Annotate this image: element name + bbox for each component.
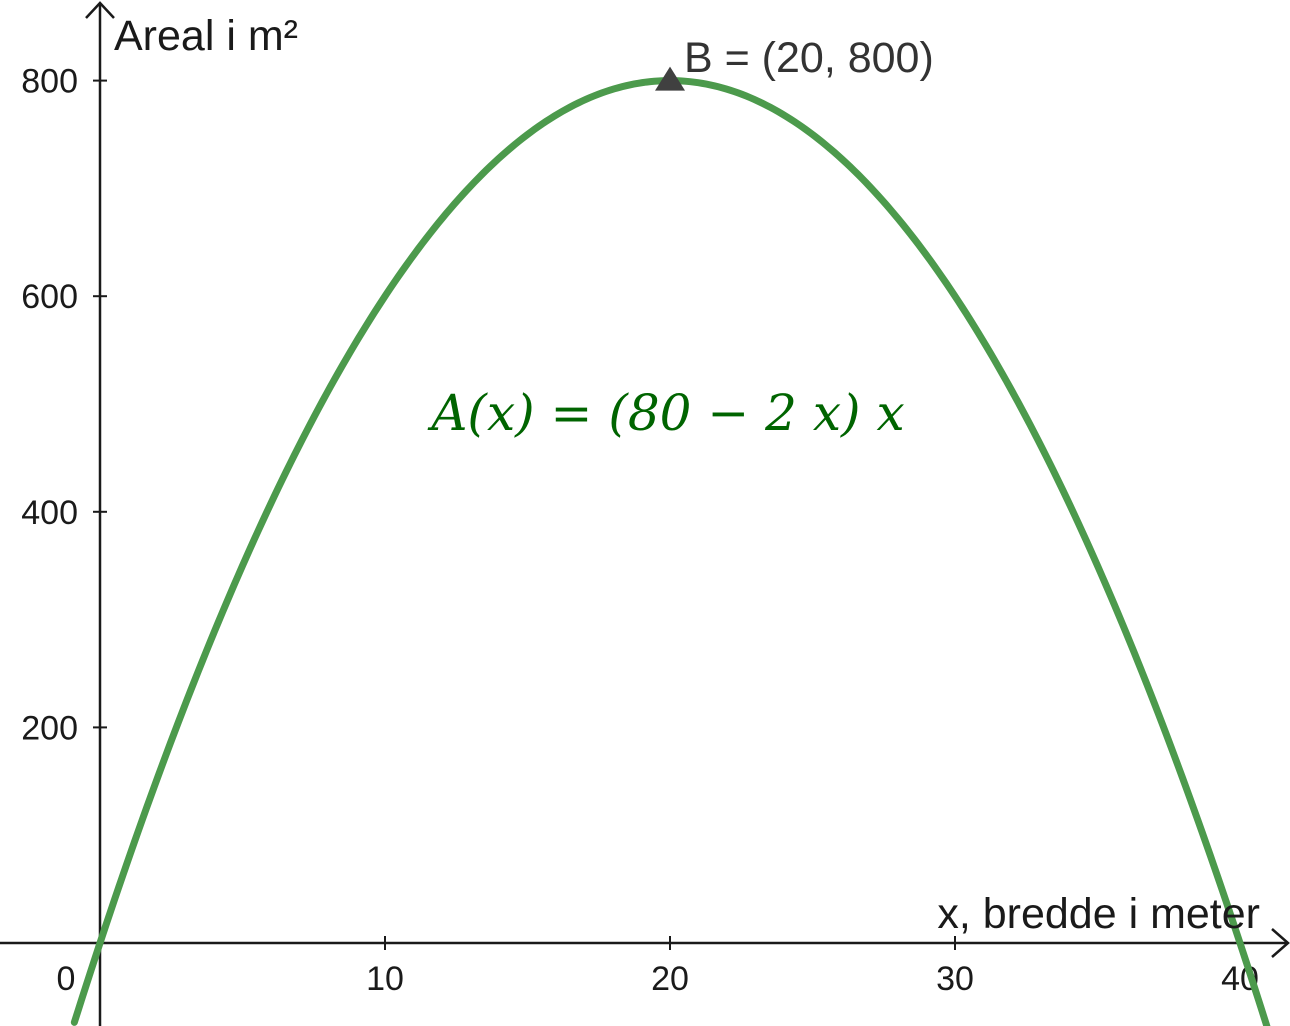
- series-line-a: [70, 77, 1271, 1026]
- y-tick-label: 800: [21, 63, 78, 101]
- x-tick-label: 20: [651, 960, 689, 998]
- point-b-label: B = (20, 800): [684, 34, 934, 82]
- y-axis-title: Areal i m²: [114, 12, 298, 60]
- y-axis-arrow: [85, 1, 115, 19]
- x-axis-arrow: [1271, 928, 1290, 958]
- origin-label: 0: [57, 960, 76, 998]
- y-tick-label: 600: [21, 278, 78, 316]
- y-axis-ticks: 200 400 600 800: [21, 63, 107, 747]
- y-tick-label: 200: [21, 709, 78, 747]
- x-tick-label: 30: [936, 960, 974, 998]
- x-axis-title: x, bredde i meter: [937, 890, 1260, 938]
- function-label: A(x) = (80 − 2 x) x: [427, 384, 904, 442]
- point-b-marker: [655, 66, 685, 91]
- x-axis-ticks: 10 20 30 40: [366, 936, 1259, 998]
- x-tick-label: 10: [366, 960, 404, 998]
- y-tick-label: 400: [21, 494, 78, 532]
